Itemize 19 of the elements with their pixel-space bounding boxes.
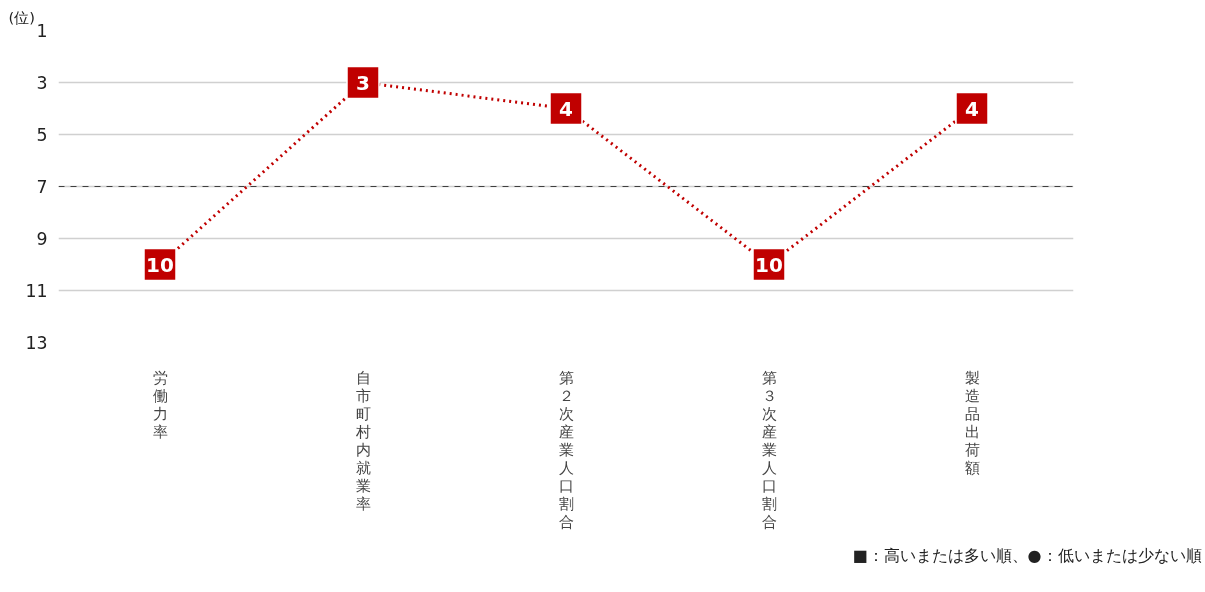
data-label: 10 — [755, 252, 783, 277]
y-axis-title: (位) — [8, 8, 35, 26]
y-tick-label: 5 — [36, 125, 48, 145]
y-tick-label: 11 — [25, 281, 48, 301]
text: ■：高いまたは多い順、●：低いまたは少ない順 — [852, 545, 1202, 565]
y-tick-label: 1 — [36, 21, 48, 41]
x-tick-label: 製造品出荷額 — [964, 368, 980, 477]
data-label: 4 — [965, 96, 979, 121]
x-tick-label: 労働力率 — [152, 368, 168, 441]
data-label: 3 — [356, 70, 370, 95]
y-tick-label: 9 — [36, 229, 48, 249]
y-tick-label: 3 — [36, 73, 48, 93]
data-label: 4 — [559, 96, 573, 121]
category-label: 第３次産業人口割合 — [761, 368, 777, 531]
category-label: 第２次産業人口割合 — [558, 368, 574, 531]
y-tick-label: 7 — [36, 177, 48, 197]
data-label: 10 — [146, 252, 174, 277]
x-tick-label: 自市町村内就業率 — [354, 368, 371, 513]
y-tick-label: 13 — [25, 333, 48, 353]
